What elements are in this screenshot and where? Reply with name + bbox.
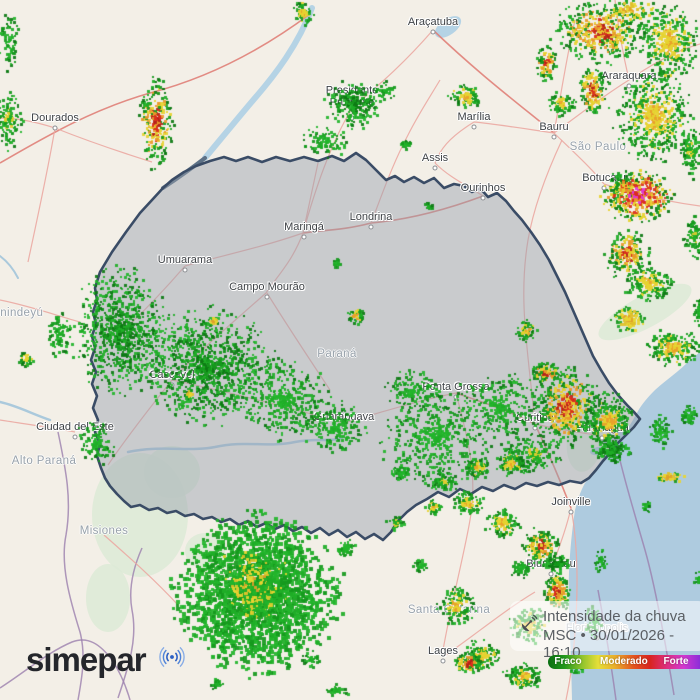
legend-title: Intensidade da chuva (543, 608, 686, 625)
scale-label-fraco: Fraco (554, 656, 582, 667)
radar-dish-icon (518, 614, 538, 639)
simepar-logo: simepar (26, 640, 191, 679)
simepar-wordmark: simepar (26, 641, 147, 678)
scale-label-moderado: Moderado (600, 656, 648, 667)
legend-panel: Intensidade da chuva MSC • 30/01/2026 - … (510, 601, 700, 661)
scale-label-forte: Forte (663, 656, 689, 667)
radar-ripples-icon (153, 640, 191, 679)
intensity-scale: Fraco Moderado Forte (548, 655, 700, 669)
